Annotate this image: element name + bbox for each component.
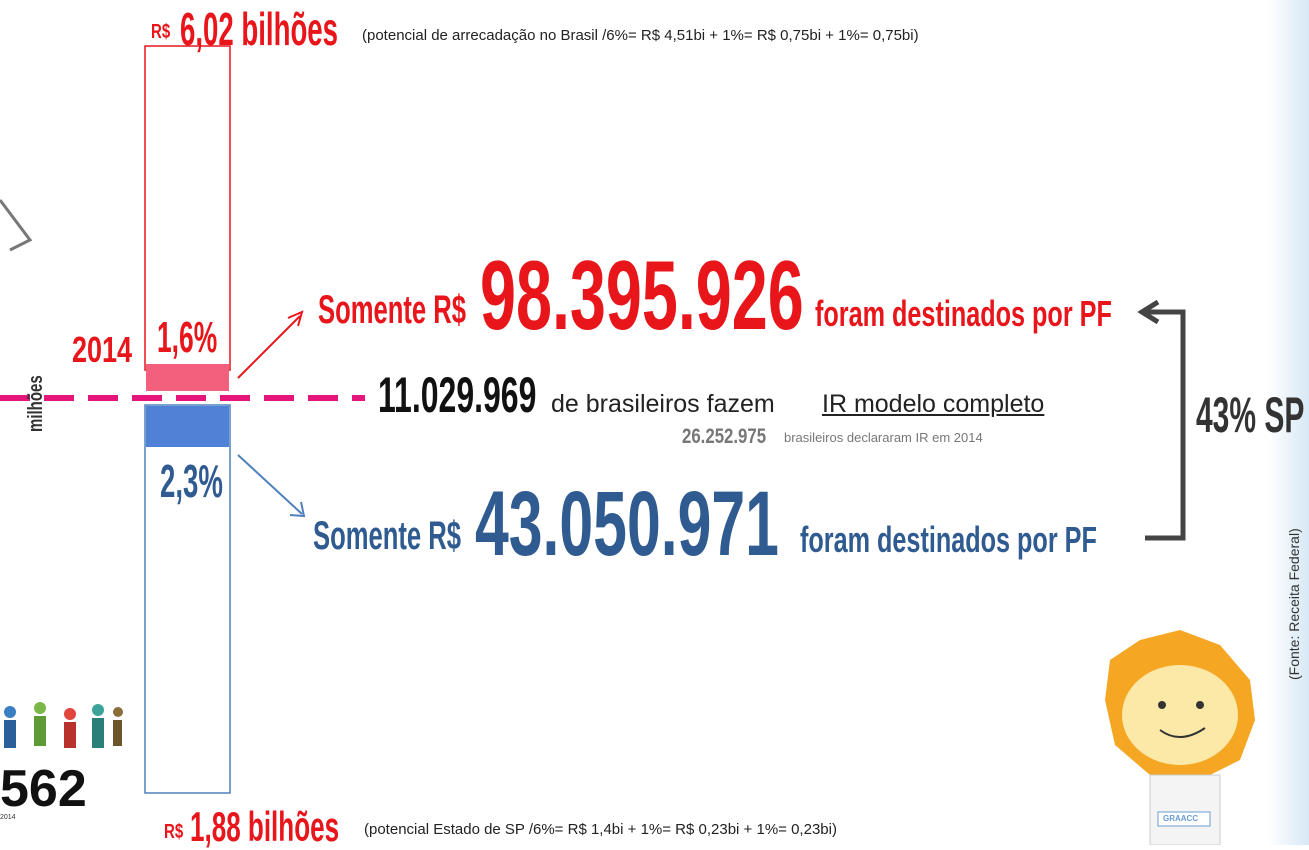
currency: R$ [151, 22, 170, 42]
mascot-badge: GRAACC [1163, 815, 1198, 823]
mascot [1105, 630, 1255, 845]
total-text: brasileiros declararam IR em 2014 [784, 431, 983, 444]
graphics [0, 0, 1309, 845]
amount: 1,88 bilhões [190, 806, 339, 848]
note: (potencial de arrecadação no Brasil /6%=… [362, 28, 919, 43]
prefix: Somente R$ [313, 516, 461, 556]
prefix: Somente R$ [318, 290, 466, 330]
red-arrowhead [288, 312, 302, 326]
fragment-number: 562 [0, 763, 87, 815]
top-pct: 1,6% [157, 316, 217, 360]
note: (potencial Estado de SP /6%= R$ 1,4bi + … [364, 822, 837, 837]
top-bar-fill [146, 364, 229, 391]
red-arrow [238, 316, 300, 378]
source: (Fonte: Receita Federal) [1287, 528, 1301, 680]
fragment-year: 2014 [0, 814, 16, 821]
bottom-pct: 2,3% [160, 458, 223, 504]
suffix: foram destinados por PF [815, 296, 1112, 332]
count: 11.029.969 [378, 370, 536, 420]
fragment-line [0, 200, 30, 250]
amount: 6,02 bilhões [180, 6, 338, 52]
year: 2014 [72, 332, 132, 368]
total: 26.252.975 [682, 426, 766, 447]
page: R$ 6,02 bilhões (potencial de arrecadaçã… [0, 0, 1309, 845]
link: IR modelo completo [822, 392, 1044, 417]
people [4, 702, 123, 748]
bottom-bar-fill [146, 406, 229, 447]
blue-arrow [238, 455, 302, 514]
amount: 98.395.926 [480, 246, 804, 344]
amount: 43.050.971 [475, 478, 779, 570]
axis-label: milhões [26, 375, 46, 432]
bracket [1145, 312, 1183, 538]
sp-share: 43% SP [1196, 390, 1304, 440]
currency: R$ [164, 822, 183, 842]
suffix: foram destinados por PF [800, 522, 1097, 558]
text: de brasileiros fazem [551, 392, 775, 417]
